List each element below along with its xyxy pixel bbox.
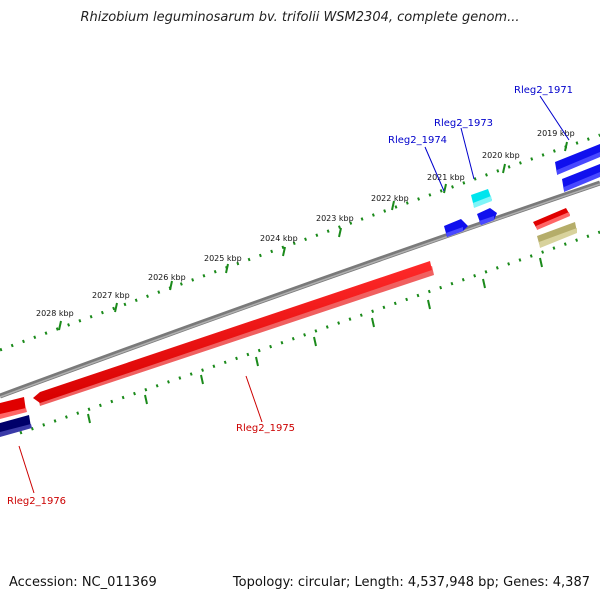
kbp-major-ticks: [58, 141, 568, 331]
kbp-labels: 2019 kbp 2020 kbp 2021 kbp 2022 kbp 2023…: [36, 129, 575, 318]
accession-text: Accession: NC_011369: [9, 575, 157, 590]
kbp-label: 2025 kbp: [204, 254, 242, 263]
gene-label[interactable]: Rleg2_1976: [7, 496, 66, 507]
gene-khaki[interactable]: [537, 222, 577, 248]
kbp-label: 2027 kbp: [92, 291, 130, 300]
kbp-label: 2028 kbp: [36, 309, 74, 318]
gene-label[interactable]: Rleg2_1974: [388, 135, 447, 146]
gene-rleg2-1971-a[interactable]: [555, 144, 600, 175]
gene-label[interactable]: Rleg2_1975: [236, 423, 295, 434]
gene-rleg2-1976[interactable]: [0, 397, 27, 419]
gene-rleg2-1975[interactable]: [33, 261, 434, 406]
gene-navy[interactable]: [0, 415, 32, 437]
kbp-label: 2020 kbp: [482, 151, 520, 160]
genome-summary-text: Topology: circular; Length: 4,537,948 bp…: [232, 575, 590, 590]
gene-red-right[interactable]: [533, 208, 570, 230]
genome-backbone: [0, 180, 600, 399]
kbp-label: 2021 kbp: [427, 173, 465, 182]
gene-blue-small[interactable]: [444, 219, 468, 237]
map-title: Rhizobium leguminosarum bv. trifolii WSM…: [80, 10, 520, 25]
kbp-label: 2019 kbp: [537, 129, 575, 138]
callout-lines: [18, 95, 570, 494]
gene-rleg2-1974[interactable]: [477, 208, 497, 225]
kbp-major-ticks-inner: [87, 257, 543, 424]
genome-backbone-highlight: [0, 183, 600, 398]
kbp-label: 2024 kbp: [260, 234, 298, 243]
gene-rleg2-1973[interactable]: [471, 189, 492, 208]
gene-label[interactable]: Rleg2_1973: [434, 118, 493, 129]
kbp-label: 2023 kbp: [316, 214, 354, 223]
kbp-label: 2026 kbp: [148, 273, 186, 282]
kbp-scale-track-inner: [19, 230, 600, 435]
kbp-label: 2022 kbp: [371, 194, 409, 203]
gene-label[interactable]: Rleg2_1971: [514, 85, 573, 96]
gene-rleg2-1971-b[interactable]: [562, 164, 600, 192]
